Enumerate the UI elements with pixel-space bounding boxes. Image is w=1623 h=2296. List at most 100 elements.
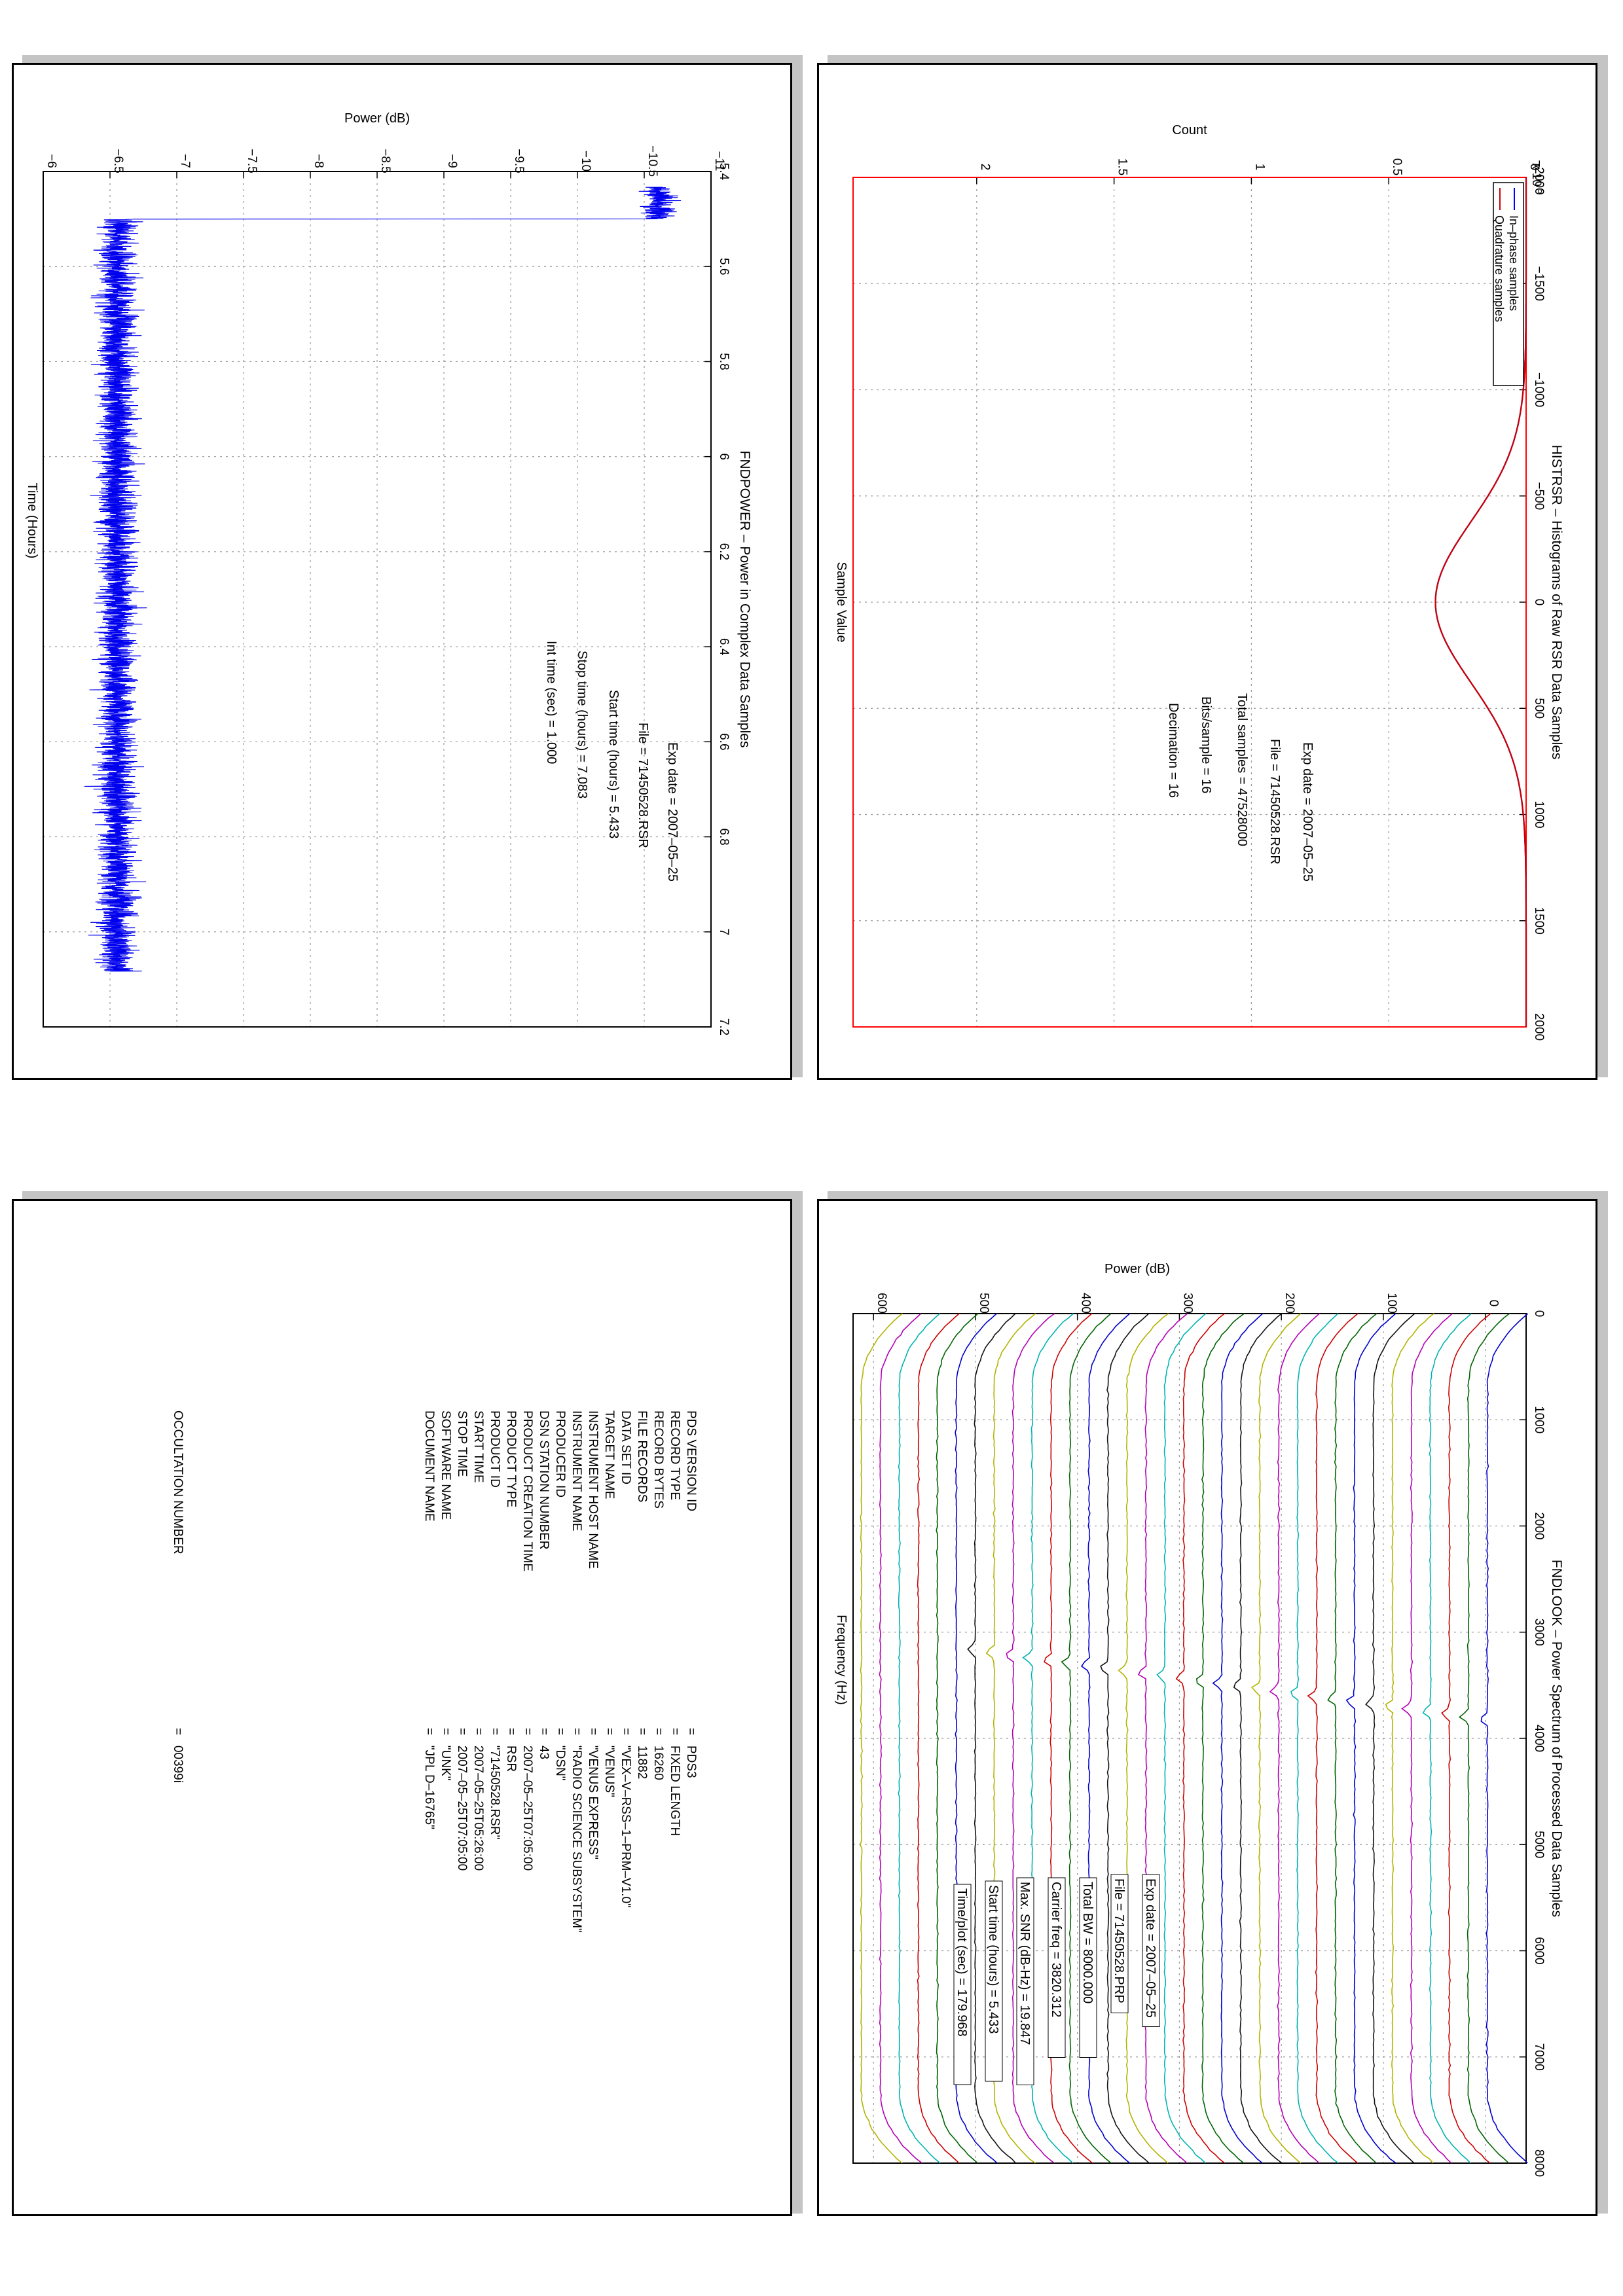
- power-frame: [12, 63, 792, 1080]
- histogram-frame: [817, 63, 1597, 1080]
- y-tick-label: −6.5: [111, 149, 125, 173]
- x-tick-label: 6.6: [717, 733, 731, 750]
- x-tick-label: 3000: [1532, 1619, 1546, 1646]
- label-key: SOFTWARE NAME: [439, 1410, 452, 1520]
- spectrum-series-line: [1156, 1313, 1207, 2164]
- y-tick-label: 200: [1283, 1293, 1296, 1314]
- label-value: = FIXED LENGTH: [668, 1728, 682, 1837]
- y-tick-label: 300: [1180, 1293, 1194, 1314]
- spectrum-series-line: [1233, 1313, 1283, 2164]
- spectrum-chart: 0 1000 2000 3000 4000 5000 6000 7000 8000 0 100 200…: [834, 1262, 1564, 2177]
- spectrum-series-line: [1345, 1313, 1396, 2164]
- x-tick-label: 6.4: [717, 638, 731, 656]
- info-line: File = 71450528.RSR: [1267, 739, 1282, 865]
- spectrum-series-line: [1458, 1313, 1510, 2164]
- chart-title: HISTRSR – Histograms of Raw RSR Data Sam…: [1549, 445, 1564, 760]
- label-key: DOCUMENT NAME: [422, 1410, 436, 1522]
- info-line: Decimation = 16: [1166, 703, 1180, 798]
- label-key: DSN STATION NUMBER: [537, 1410, 551, 1550]
- y-axis-label: Power (dB): [1104, 1262, 1170, 1276]
- label-key: RECORD BYTES: [651, 1410, 665, 1509]
- y-tick-label: −11: [712, 151, 726, 171]
- info-line: Start time (hours) = 5.433: [986, 1885, 1000, 2034]
- spectrum-series-line: [967, 1313, 1016, 2164]
- x-tick-label: −1000: [1532, 372, 1546, 407]
- y-tick-label: 1: [1252, 164, 1266, 171]
- x-axis-label: Time (Hours): [25, 483, 39, 559]
- info-line: Int time (sec) = 1.000: [544, 641, 558, 764]
- x-tick-label: 7.2: [717, 1018, 731, 1035]
- label-value: = "UNK": [439, 1728, 452, 1781]
- label-key: OCCULTATION NUMBER: [171, 1410, 185, 1554]
- y-tick-label: 0: [1527, 164, 1541, 171]
- y-tick-label: −6: [45, 154, 58, 168]
- spectrum-series-line: [1137, 1313, 1188, 2164]
- chart-title: FNDLOOK – Power Spectrum of Processed Da…: [1549, 1560, 1564, 1917]
- y-tick-label: −7.5: [245, 149, 259, 173]
- label-key: FILE RECORDS: [635, 1410, 649, 1503]
- label-value: = 16260: [651, 1728, 665, 1780]
- info-line: Stop time (hours) = 7.083: [575, 651, 589, 798]
- info-line: Start time (hours) = 5.433: [606, 690, 621, 838]
- x-tick-label: 0: [1532, 599, 1546, 606]
- y-tick-label: −9: [445, 154, 459, 168]
- info-line: Max. SNR (dB-Hz) = 19.847: [1017, 1882, 1032, 2045]
- label-key: PRODUCER ID: [553, 1410, 567, 1498]
- spectrum-series-line: [898, 1313, 941, 2164]
- legend-label-quadrature: Quadrature samples: [1493, 215, 1506, 322]
- spectrum-series-line: [1195, 1313, 1245, 2164]
- spectrum-series-line: [1401, 1313, 1453, 2164]
- y-exponent-power: 5: [1536, 189, 1546, 194]
- spectrum-series-line: [1175, 1313, 1226, 2164]
- y-tick-label: 600: [875, 1293, 888, 1314]
- spectrum-series-line: [1290, 1313, 1339, 2164]
- spectrum-series-line: [1441, 1313, 1491, 2164]
- label-key: TARGET NAME: [602, 1410, 616, 1499]
- spectrum-series-line: [917, 1313, 960, 2164]
- label-value: = "VEX–V–RSS–1–PRM–V1.0": [619, 1728, 632, 1908]
- info-label-box: [1016, 1877, 1034, 2085]
- info-label-box: [1110, 1874, 1129, 2013]
- x-axis-label: Sample Value: [834, 562, 848, 642]
- spectrum-series-line: [1365, 1313, 1415, 2164]
- y-axis-label: Count: [1172, 123, 1207, 137]
- label-value: = "VENUS EXPRESS": [586, 1728, 600, 1859]
- spectrum-series-line: [1327, 1313, 1377, 2164]
- x-tick-label: 6.2: [717, 543, 731, 560]
- y-tick-label: 400: [1079, 1293, 1093, 1314]
- spectrum-frame: [817, 1199, 1597, 2216]
- quadrature-series-line: [1434, 177, 1527, 1027]
- info-label-box: [1142, 1874, 1160, 2027]
- info-line: Time/plot (sec) = 179.968: [955, 1888, 969, 2037]
- y-exponent-label: x 10: [1529, 163, 1543, 187]
- label-key: DATA SET ID: [619, 1410, 632, 1484]
- x-tick-label: 2000: [1532, 1013, 1546, 1041]
- x-tick-label: 500: [1532, 698, 1546, 719]
- label-value: = "VENUS": [602, 1728, 616, 1797]
- axes-box: [852, 177, 1527, 1028]
- x-tick-label: 6.8: [717, 828, 731, 845]
- spectrum-series-line: [1480, 1313, 1529, 2164]
- info-line: Bits/sample = 16: [1199, 696, 1213, 793]
- spectrum-series-line: [860, 1313, 903, 2164]
- plot-area: [43, 171, 712, 1028]
- spectrum-series-line: [1061, 1313, 1112, 2164]
- label-value: = 11882: [635, 1728, 649, 1780]
- x-tick-label: 5.6: [717, 258, 731, 275]
- spectrum-series-line: [1269, 1313, 1320, 2164]
- histogram-chart: −2000 −1500 −1000 −500 0 500 1000 1500 2000 0 0.5 1…: [834, 123, 1564, 1041]
- info-line: Exp date = 2007–05–25: [665, 742, 680, 882]
- y-tick-label: −10.5: [646, 145, 659, 177]
- chart-title: FNDPOWER – Power in Complex Data Samples: [737, 451, 752, 748]
- x-tick-label: 7: [717, 928, 731, 935]
- spectrum-series-line: [1118, 1313, 1169, 2164]
- label-value: = "JPL D–16765": [422, 1728, 436, 1829]
- x-tick-label: 6000: [1532, 1937, 1546, 1964]
- label-value: = PDS3: [684, 1728, 698, 1778]
- label-key: PRODUCT TYPE: [504, 1410, 518, 1508]
- spectrum-series-line: [879, 1313, 922, 2164]
- spectrum-series-line: [936, 1313, 979, 2164]
- x-tick-label: 1000: [1532, 800, 1546, 828]
- x-tick-label: 7000: [1532, 2043, 1546, 2071]
- y-tick-label: 0: [1487, 1300, 1501, 1307]
